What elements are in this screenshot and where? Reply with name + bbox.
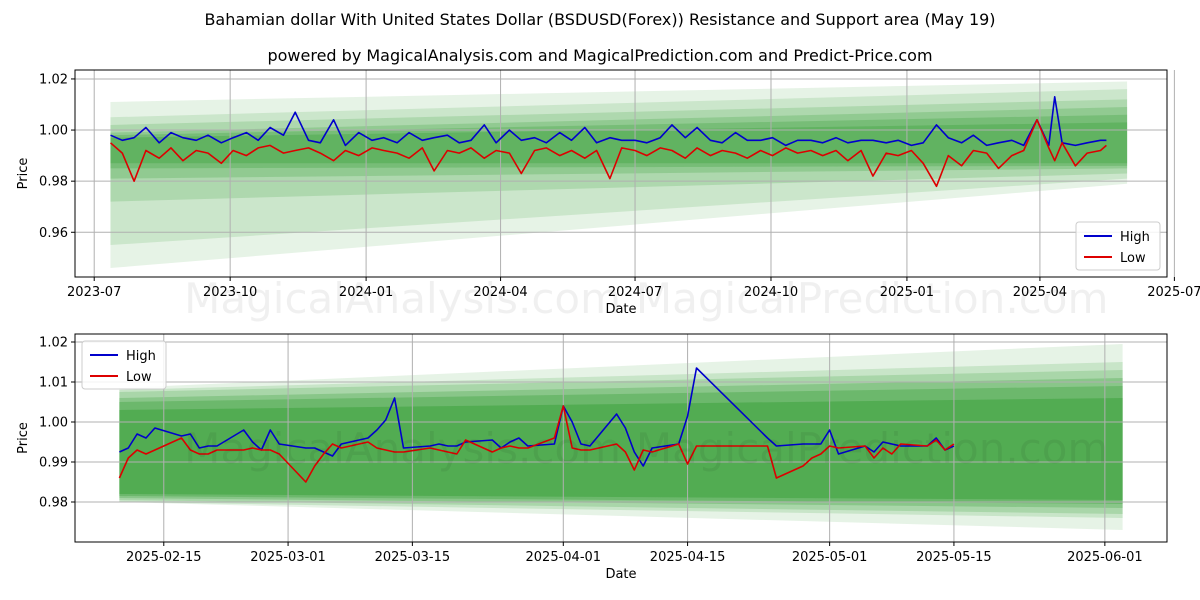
y-axis-label: Price	[16, 158, 31, 190]
chart-subtitle: powered by MagicalAnalysis.com and Magic…	[267, 46, 933, 65]
legend: High Low	[81, 340, 167, 390]
legend-label-high: High	[126, 349, 156, 364]
x-tick-label: 2025-06-01	[1067, 550, 1143, 565]
x-tick-label: 2024-10	[744, 285, 798, 300]
band-layer-3	[119, 378, 1123, 508]
watermark: MagicalPrediction.com	[636, 274, 1109, 323]
x-tick-label: 2023-10	[203, 285, 257, 300]
x-tick-label: 2025-02-15	[126, 550, 202, 565]
x-tick-label: 2025-03-15	[375, 550, 451, 565]
x-tick-label: 2025-04	[1013, 285, 1067, 300]
legend-label-low: Low	[126, 370, 152, 385]
x-axis-label: Date	[605, 302, 636, 317]
x-tick-label: 2025-01	[880, 285, 934, 300]
y-tick-label: 1.01	[39, 376, 68, 391]
plot-area	[75, 70, 1167, 277]
x-tick-label: 2024-01	[339, 285, 393, 300]
watermark: MagicalAnalysis.com	[184, 424, 621, 473]
plot-frame	[74, 69, 1168, 278]
x-axis-label: Date	[605, 567, 636, 582]
band-layer-1	[119, 362, 1123, 518]
band-layer-0	[119, 344, 1123, 530]
y-tick-label: 1.02	[39, 72, 68, 87]
y-tick-label: 0.99	[39, 456, 68, 471]
band-layer-0	[110, 81, 1128, 269]
series-high-line	[110, 96, 1107, 147]
y-axis-label: Price	[16, 422, 31, 454]
band-layer-3	[110, 107, 1128, 179]
y-tick-label: 0.98	[39, 496, 68, 511]
watermark: MagicalPrediction.com	[636, 424, 1109, 473]
x-tick-label: 2024-04	[473, 285, 527, 300]
watermark: MagicalAnalysis.com	[184, 274, 621, 323]
series-low-line	[109, 119, 1107, 188]
x-tick-label: 2025-03-01	[250, 550, 326, 565]
y-tick-label: 0.96	[39, 226, 68, 241]
x-tick-label: 2025-04-01	[526, 550, 602, 565]
band-layer-2	[119, 370, 1123, 514]
chart-title: Bahamian dollar With United States Dolla…	[204, 10, 996, 29]
legend-label-low: Low	[1120, 251, 1146, 266]
band-layer-4	[119, 386, 1123, 504]
y-tick-label: 1.00	[39, 124, 68, 139]
legend: High Low	[1075, 221, 1161, 271]
series-high-line	[119, 367, 955, 467]
series-low-line	[118, 405, 955, 483]
y-tick-label: 1.02	[39, 336, 68, 351]
x-tick-label: 2025-05-15	[916, 550, 992, 565]
x-tick-label: 2025-07	[1147, 285, 1200, 300]
y-tick-label: 0.98	[39, 175, 68, 190]
x-tick-label: 2024-07	[608, 285, 662, 300]
legend-label-high: High	[1120, 230, 1150, 245]
plot-frame	[74, 333, 1168, 543]
band-layer-1	[110, 89, 1128, 246]
x-tick-label: 2025-04-15	[650, 550, 726, 565]
band-layer-4	[110, 114, 1128, 169]
plot-area	[75, 334, 1167, 542]
x-tick-label: 2025-05-01	[792, 550, 868, 565]
y-tick-label: 1.00	[39, 416, 68, 431]
x-tick-label: 2023-07	[67, 285, 121, 300]
